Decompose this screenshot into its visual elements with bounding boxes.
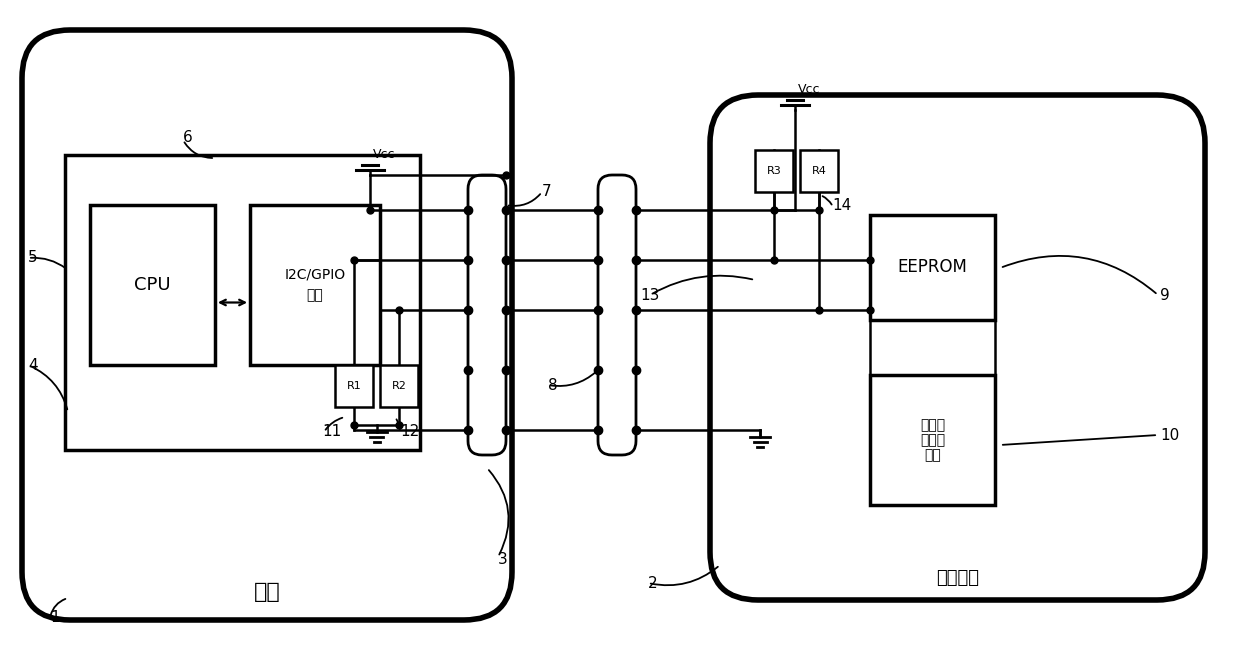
Bar	[91, 205, 215, 365]
Bar	[250, 205, 379, 365]
FancyBboxPatch shape	[711, 95, 1205, 600]
Text: Vcc: Vcc	[373, 148, 396, 161]
Text: 附属配件: 附属配件	[936, 569, 980, 587]
Text: 9: 9	[1159, 288, 1169, 303]
Bar	[870, 215, 994, 320]
FancyBboxPatch shape	[22, 30, 512, 620]
Bar	[755, 150, 794, 192]
Text: I2C/GPIO: I2C/GPIO	[284, 268, 346, 282]
Text: 11: 11	[322, 424, 341, 439]
Text: 外设: 外设	[924, 448, 941, 462]
Text: EEPROM: EEPROM	[898, 258, 967, 276]
Text: 10: 10	[1159, 428, 1179, 443]
Text: 5: 5	[29, 250, 37, 265]
Text: 2: 2	[649, 576, 657, 591]
Text: 主机: 主机	[254, 582, 280, 602]
Text: 3: 3	[498, 552, 507, 567]
Text: 或其它: 或其它	[920, 433, 945, 447]
Bar	[379, 365, 418, 407]
FancyBboxPatch shape	[467, 175, 506, 455]
Text: 1: 1	[50, 610, 60, 625]
Text: 7: 7	[542, 185, 552, 200]
Text: 传感器: 传感器	[920, 418, 945, 432]
Text: 13: 13	[640, 288, 660, 303]
Text: R4: R4	[811, 166, 826, 176]
Text: 12: 12	[401, 424, 419, 439]
Text: 接口: 接口	[306, 288, 324, 302]
Bar	[870, 375, 994, 505]
FancyBboxPatch shape	[598, 175, 636, 455]
Bar	[800, 150, 838, 192]
Text: 8: 8	[548, 378, 558, 393]
Text: 14: 14	[832, 198, 851, 213]
Text: 4: 4	[29, 357, 37, 372]
Text: R1: R1	[347, 381, 361, 391]
Text: R2: R2	[392, 381, 407, 391]
Text: R3: R3	[766, 166, 781, 176]
Text: 6: 6	[184, 130, 192, 145]
Text: CPU: CPU	[134, 276, 171, 294]
Text: Vcc: Vcc	[799, 83, 821, 96]
Bar	[64, 155, 420, 450]
Bar	[335, 365, 373, 407]
